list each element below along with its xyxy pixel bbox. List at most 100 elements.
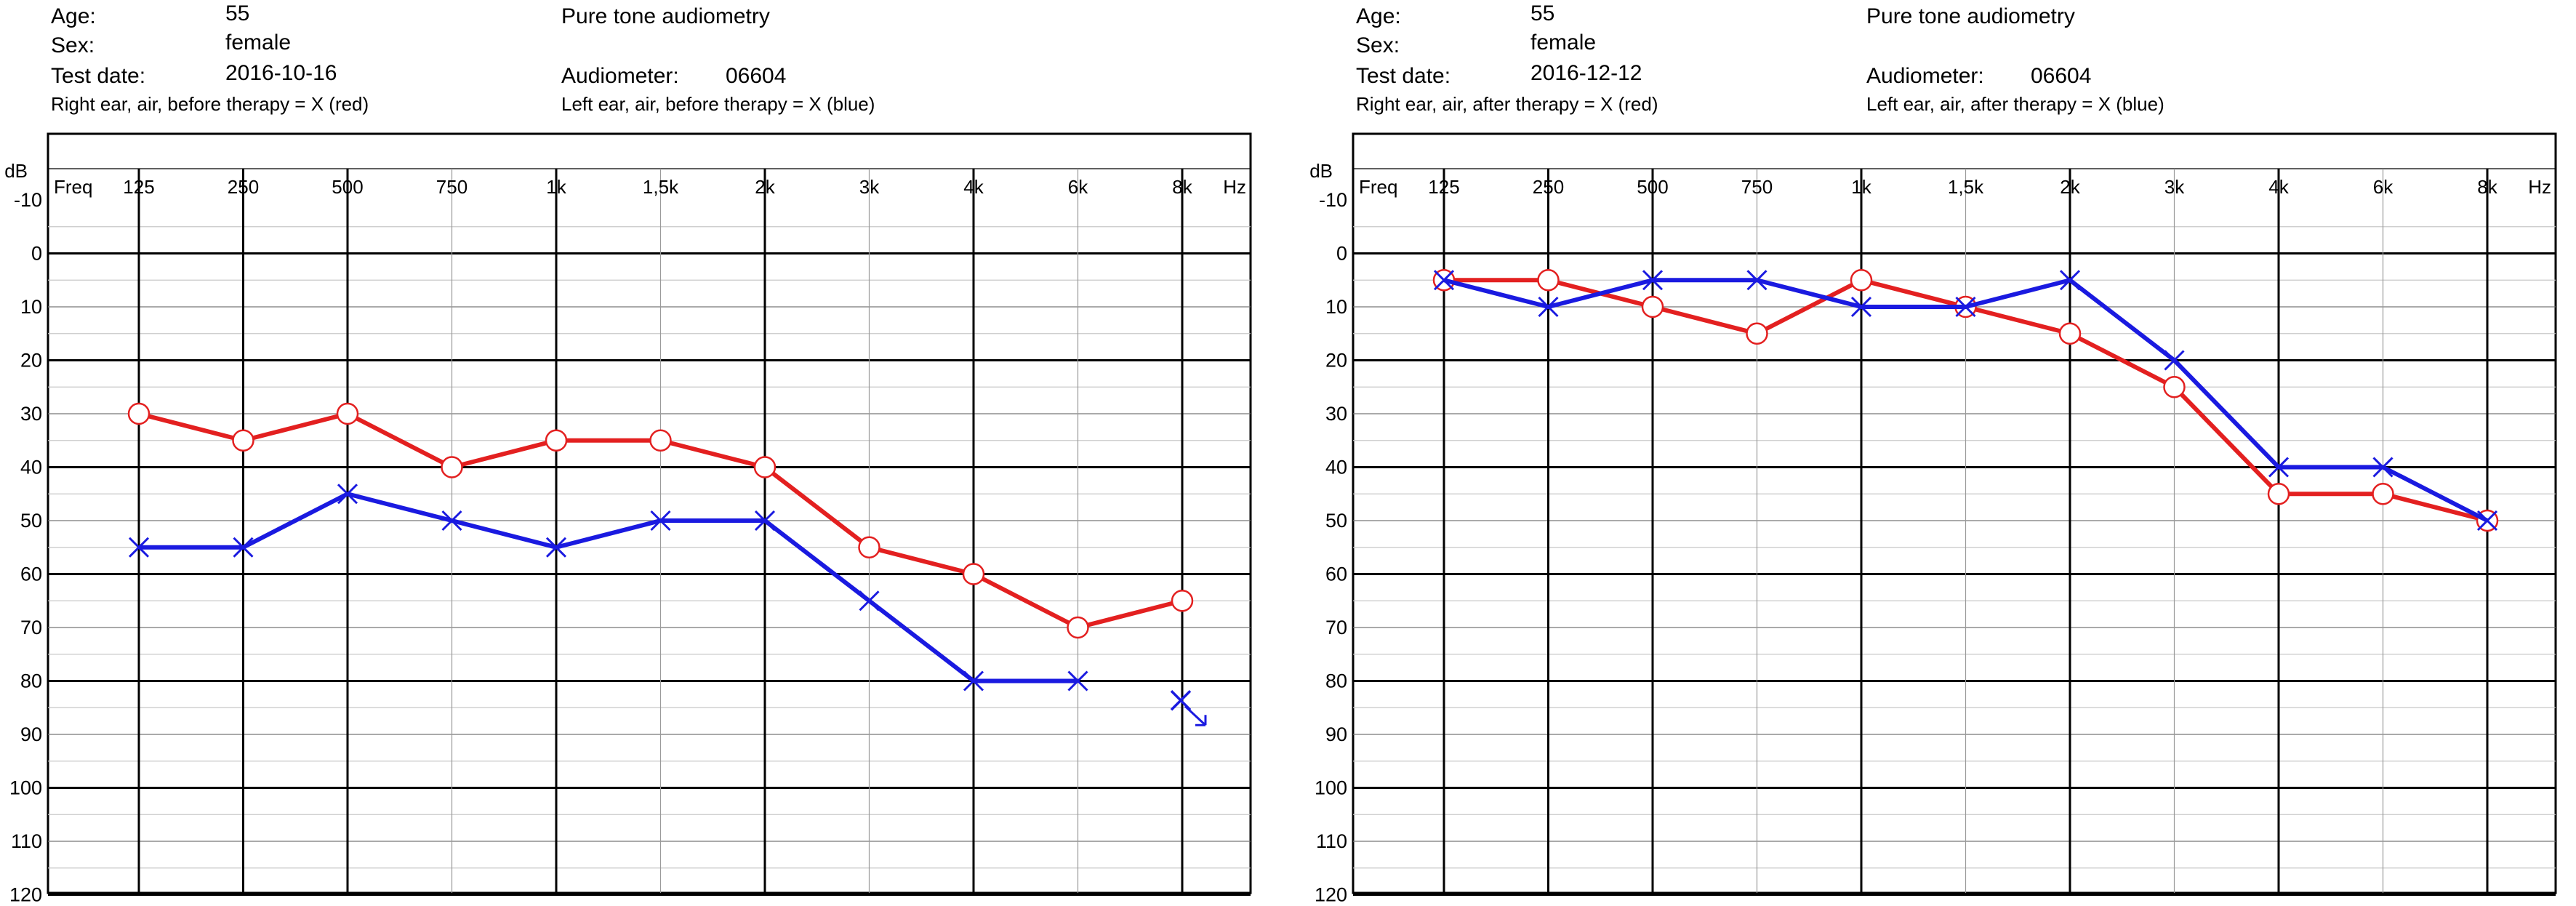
data-point-circle xyxy=(2163,376,2186,398)
left-ear-legend: Left ear, air, before therapy = X (blue) xyxy=(561,93,875,115)
x-axis-label: Freq xyxy=(1359,176,1397,198)
x-tick-label: 250 xyxy=(228,176,259,198)
y-tick-label: 50 xyxy=(20,510,42,532)
sex-value: female xyxy=(1530,31,1597,55)
data-point-circle xyxy=(1746,322,1768,345)
y-tick-label: -10 xyxy=(14,189,42,211)
y-tick-label: 70 xyxy=(20,617,42,638)
data-point-x xyxy=(1067,670,1088,691)
x-tick-label: 8k xyxy=(1172,176,1192,198)
y-tick-label: 70 xyxy=(1325,617,1347,638)
y-tick-label: 60 xyxy=(20,564,42,585)
x-tick-label: 4k xyxy=(963,176,984,198)
age-value: 55 xyxy=(1530,1,1555,25)
y-axis-label: dB xyxy=(4,160,28,182)
x-axis-label: Freq xyxy=(54,176,92,198)
data-point-x xyxy=(1955,296,1976,318)
chart-title: Pure tone audiometry xyxy=(1866,4,2075,28)
data-point-x xyxy=(2268,457,2290,478)
x-tick-label: 3k xyxy=(859,176,880,198)
data-point-circle xyxy=(649,429,672,452)
y-tick-label: 10 xyxy=(20,296,42,318)
x-tick-label: 1k xyxy=(1851,176,1871,198)
data-point-x xyxy=(1538,296,1559,318)
data-point-x xyxy=(1433,270,1455,291)
x-tick-label: 500 xyxy=(332,176,363,198)
y-tick-label: 100 xyxy=(9,777,42,799)
data-point-x xyxy=(859,590,880,612)
x-tick-label: 2k xyxy=(755,176,775,198)
sex-value: female xyxy=(225,31,292,55)
plot-frame xyxy=(47,132,1252,894)
y-tick-label: 60 xyxy=(1325,564,1347,585)
data-point-circle xyxy=(545,429,568,452)
data-point-x xyxy=(1850,296,1872,318)
y-tick-label: 90 xyxy=(20,723,42,745)
audiogram-panel-after: Age: 55 Sex: female Test date: 2016-12-1… xyxy=(1305,0,2576,906)
y-tick-label: 80 xyxy=(20,670,42,692)
data-point-circle xyxy=(962,563,985,585)
x-tick-label: 250 xyxy=(1533,176,1564,198)
y-tick-label: 40 xyxy=(20,457,42,478)
x-tick-label: 8k xyxy=(2477,176,2497,198)
y-tick-label: 0 xyxy=(31,243,42,265)
y-tick-label: 0 xyxy=(1336,243,1347,265)
audiogram-chart: dB Freq Hz 125 250 500 750 1k 1,5k 2k 3k 4k 6k 8k -10 0… xyxy=(1309,132,2557,906)
y-tick-label: 20 xyxy=(1325,350,1347,372)
y-tick-label: 100 xyxy=(1315,777,1347,799)
y-tick-label: 40 xyxy=(1325,457,1347,478)
data-point-circle xyxy=(127,402,151,425)
age-label: Age: xyxy=(51,4,96,28)
data-point-x xyxy=(441,510,462,532)
y-tick-label: -10 xyxy=(1319,189,1347,211)
data-point-x xyxy=(545,537,567,558)
x-tick-label: 750 xyxy=(436,176,468,198)
audiometer-label: Audiometer: xyxy=(1866,64,1984,88)
data-point-circle xyxy=(2267,483,2290,505)
right-ear-legend: Right ear, air, after therapy = X (red) xyxy=(1356,93,1658,115)
data-point-circle xyxy=(1067,616,1089,639)
x-tick-label: 6k xyxy=(2373,176,2394,198)
x-tick-label: 1k xyxy=(546,176,566,198)
test-date-value: 2016-10-16 xyxy=(225,61,337,85)
audiogram-chart: dB Freq Hz 125 250 500 750 1k 1,5k 2k 3k 4k 6k 8k -10 0… xyxy=(4,132,1252,906)
data-point-x xyxy=(963,670,984,691)
y-tick-label: 110 xyxy=(11,830,42,852)
data-point-circle xyxy=(858,536,880,558)
data-point-x xyxy=(2372,457,2394,478)
data-point-circle xyxy=(232,429,254,452)
x-tick-label: 1,5k xyxy=(1948,176,1984,198)
age-value: 55 xyxy=(225,1,250,25)
audiogram-panel-before: Age: 55 Sex: female Test date: 2016-10-1… xyxy=(4,1,1252,906)
no-response-arrow xyxy=(1184,705,1207,726)
data-point-x xyxy=(650,510,671,532)
x-unit-label: Hz xyxy=(2528,176,2551,198)
data-point-x xyxy=(2059,270,2081,291)
data-point-circle xyxy=(2058,322,2082,345)
x-unit-label: Hz xyxy=(1223,176,1246,198)
age-label: Age: xyxy=(1356,4,1401,28)
audiometer-label: Audiometer: xyxy=(561,64,679,88)
data-point-circle xyxy=(1537,269,1560,292)
data-point-circle xyxy=(753,456,777,478)
y-tick-label: 120 xyxy=(1315,884,1347,906)
data-point-x xyxy=(754,510,776,532)
data-point-circle xyxy=(336,402,359,425)
data-point-x xyxy=(2164,350,2185,371)
sex-label: Sex: xyxy=(1356,33,1400,57)
audiometer-value: 06604 xyxy=(726,64,787,88)
y-tick-label: 120 xyxy=(9,884,42,906)
data-point-x xyxy=(1642,270,1664,291)
test-date-label: Test date: xyxy=(51,64,146,88)
x-tick-label: 125 xyxy=(123,176,154,198)
left-ear-legend: Left ear, air, after therapy = X (blue) xyxy=(1866,93,2164,115)
y-tick-label: 20 xyxy=(20,350,42,372)
y-tick-label: 30 xyxy=(20,403,42,425)
data-point-x xyxy=(337,484,358,505)
x-tick-label: 6k xyxy=(1068,176,1088,198)
chart-title: Pure tone audiometry xyxy=(561,4,770,28)
right-ear-legend: Right ear, air, before therapy = X (red) xyxy=(51,93,369,115)
x-tick-label: 2k xyxy=(2060,176,2080,198)
x-tick-label: 750 xyxy=(1741,176,1773,198)
y-tick-label: 110 xyxy=(1316,830,1347,852)
